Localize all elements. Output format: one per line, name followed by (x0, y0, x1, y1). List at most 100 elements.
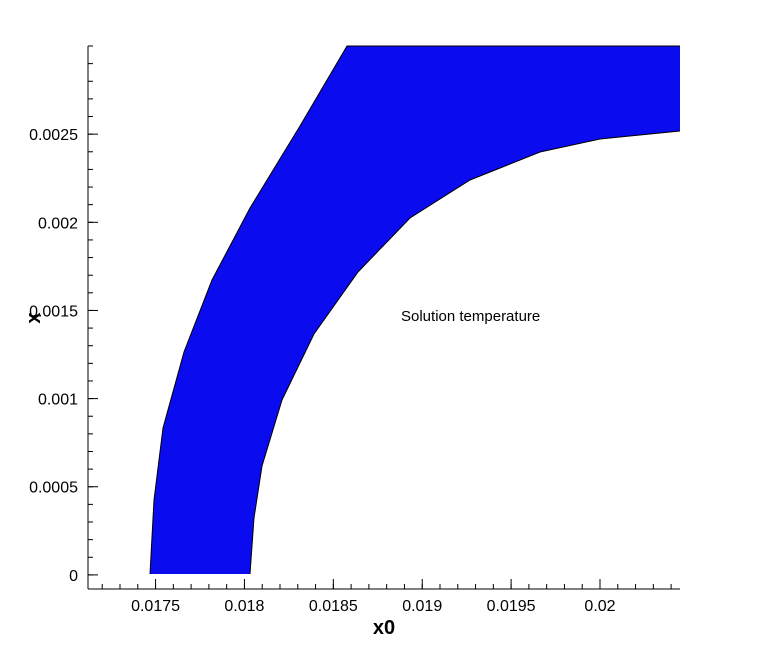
contour-cell (628, 388, 635, 395)
contour-cell (478, 580, 485, 587)
contour-cell (676, 376, 680, 383)
contour-cell (466, 520, 473, 527)
contour-cell (550, 442, 557, 449)
contour-cell (484, 538, 491, 545)
contour-cell (550, 412, 557, 419)
contour-cell (532, 454, 539, 461)
contour-cell (550, 448, 557, 455)
contour-cell (562, 418, 569, 425)
contour-cell (604, 424, 611, 431)
contour-cell (490, 538, 497, 545)
contour-cell (556, 412, 563, 419)
contour-cell (580, 394, 587, 401)
contour-cell (646, 382, 653, 389)
contour-cell (490, 544, 497, 551)
contour-cell (508, 478, 515, 485)
contour-cell (478, 544, 485, 551)
annotation-label: Solution temperature (401, 308, 540, 325)
contour-cell (580, 430, 587, 437)
contour-cell (562, 430, 569, 437)
contour-cell (508, 472, 515, 479)
contour-cell (526, 472, 533, 479)
contour-cell (628, 394, 635, 401)
contour-cell (670, 376, 677, 383)
contour-cell (568, 430, 575, 437)
contour-cell (478, 496, 485, 503)
contour-cell (586, 430, 593, 437)
contour-cell (538, 418, 545, 425)
contour-cell (664, 382, 671, 389)
contour-cell (502, 502, 509, 509)
contour-cell (472, 538, 479, 545)
contour-cell (472, 526, 479, 533)
contour-cell (598, 394, 605, 401)
contour-cell (484, 526, 491, 533)
contour-cell (550, 418, 557, 425)
contour-cell (466, 544, 473, 551)
contour-cell (502, 484, 509, 491)
contour-cell (460, 568, 467, 574)
inner-boundary (249, 130, 681, 575)
contour-cell (640, 400, 647, 407)
contour-cell (508, 508, 515, 515)
contour-cell (460, 550, 467, 557)
contour-cell (550, 436, 557, 443)
contour-cell (544, 442, 551, 449)
contour-cell (520, 472, 527, 479)
contour-cell (520, 490, 527, 497)
contour-cell (616, 406, 623, 413)
contour-cell (472, 520, 479, 527)
y-tick-label: 0 (69, 568, 78, 585)
contour-cell (502, 466, 509, 473)
contour-cell (490, 508, 497, 515)
contour-cell (484, 478, 491, 485)
contour-cell (532, 430, 539, 437)
contour-cell (556, 442, 563, 449)
contour-cell (538, 436, 545, 443)
contour-cell (460, 562, 467, 569)
contour-cell (502, 454, 509, 461)
y-axis-title: x (23, 312, 45, 323)
contour-cell (664, 388, 671, 395)
contour-cell (496, 490, 503, 497)
contour-cell (622, 382, 629, 389)
contour-cell (472, 556, 479, 563)
contour-cell (514, 460, 521, 467)
contour-cell (604, 400, 611, 407)
contour-cell (634, 382, 641, 389)
contour-cell (544, 454, 551, 461)
contour-cell (604, 406, 611, 413)
contour-cell (478, 556, 485, 563)
contour-cell (604, 388, 611, 395)
contour-cell (634, 376, 641, 383)
contour-cell (622, 388, 629, 395)
contour-cell (634, 388, 641, 395)
contour-cell (496, 502, 503, 509)
contour-cell (496, 484, 503, 491)
contour-cell (556, 436, 563, 443)
contour-cell (526, 460, 533, 467)
contour-cell (598, 388, 605, 395)
contour-cell (502, 496, 509, 503)
contour-cell (508, 466, 515, 473)
contour-cell (490, 550, 497, 557)
contour-cell (496, 472, 503, 479)
contour-cell (478, 574, 485, 581)
contour-cell (544, 460, 551, 467)
contour-cell (478, 490, 485, 497)
contour-cell (484, 508, 491, 515)
contour-cell (592, 394, 599, 401)
contour-cell (484, 556, 491, 563)
contour-cell (466, 526, 473, 533)
contour-cell (646, 412, 653, 419)
contour-cell (628, 400, 635, 407)
contour-cell (544, 424, 551, 431)
contour-cell (562, 412, 569, 419)
contour-cell (592, 406, 599, 413)
contour-cell (556, 448, 563, 455)
contour-cell (496, 538, 503, 545)
contour-cell (598, 406, 605, 413)
contour-cell (610, 394, 617, 401)
contour-cell (484, 580, 491, 587)
contour-cell (658, 400, 665, 407)
